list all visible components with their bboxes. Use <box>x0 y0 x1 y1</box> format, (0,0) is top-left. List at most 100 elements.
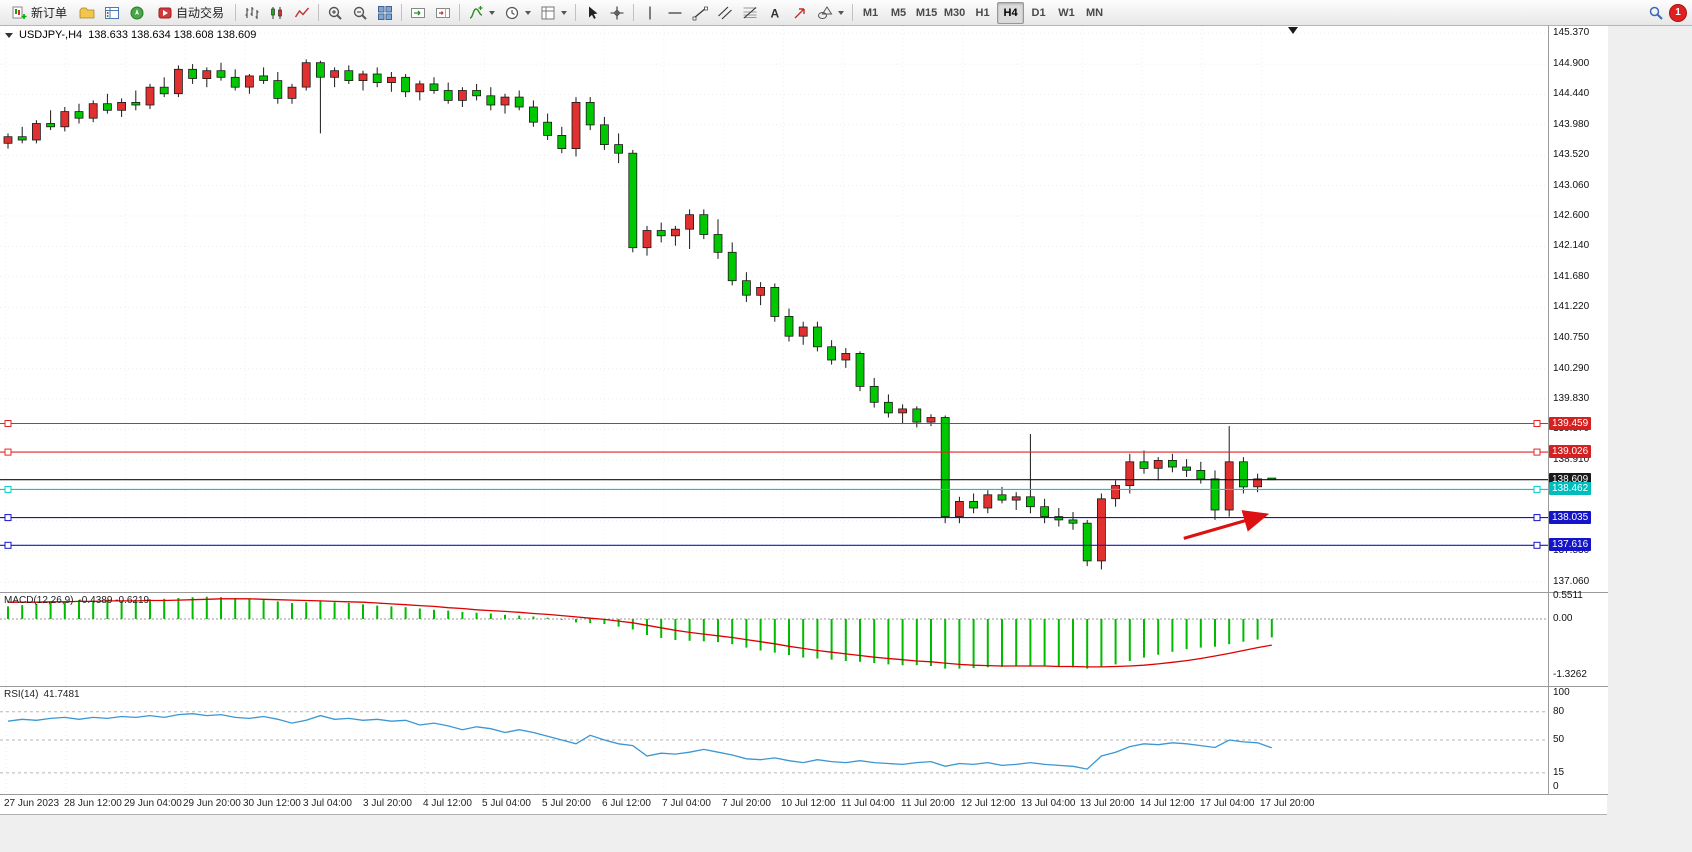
price-badge-139.459: 139.459 <box>1549 417 1592 430</box>
text-button[interactable]: A <box>763 2 787 24</box>
macd-chart <box>0 593 1548 686</box>
time-axis-label: 10 Jul 12:00 <box>781 798 836 809</box>
periods-button[interactable] <box>500 2 535 24</box>
tile-windows-button[interactable] <box>373 2 397 24</box>
time-axis-label: 5 Jul 04:00 <box>482 798 531 809</box>
price-axis-label: 140.750 <box>1553 332 1590 343</box>
equidistant-channel-icon <box>717 5 733 21</box>
hline-138.035[interactable] <box>0 514 1548 522</box>
price-axis-label: 145.370 <box>1553 27 1590 38</box>
candlestick-chart-button[interactable] <box>265 2 289 24</box>
trendline-button[interactable] <box>688 2 712 24</box>
auto-scroll-icon <box>410 5 426 21</box>
line-chart-button[interactable] <box>290 2 314 24</box>
hline-137.616[interactable] <box>0 541 1548 549</box>
price-axis-label: 144.900 <box>1553 58 1590 69</box>
timeframe-h1[interactable]: H1 <box>969 2 996 24</box>
bar-chart-button[interactable] <box>240 2 264 24</box>
price-axis-label: 141.680 <box>1553 271 1590 282</box>
hline-139.459[interactable] <box>0 420 1548 427</box>
trendline-icon <box>692 5 708 21</box>
panel-separator <box>1549 592 1608 593</box>
shapes-button[interactable] <box>813 2 848 24</box>
rsi-axis-label: 0 <box>1553 781 1559 792</box>
one-click-trading-icon[interactable] <box>5 32 13 38</box>
hline-139.026[interactable] <box>0 448 1548 456</box>
toolbar-separator <box>235 4 237 21</box>
macd-axis-label: 0.00 <box>1553 613 1573 624</box>
hline-138.462[interactable] <box>0 485 1548 493</box>
autotrade-button[interactable]: 自动交易 <box>150 2 231 24</box>
time-axis-label: 11 Jul 20:00 <box>901 798 955 809</box>
time-axis-label: 6 Jul 12:00 <box>602 798 651 809</box>
price-axis-label: 142.140 <box>1553 240 1590 251</box>
price-axis-label: 139.830 <box>1553 393 1590 404</box>
time-axis-label: 28 Jun 12:00 <box>64 798 122 809</box>
price-axis-label: 143.520 <box>1553 149 1590 160</box>
horizontal-line-button[interactable] <box>663 2 687 24</box>
market-watch-button[interactable] <box>100 2 124 24</box>
timeframe-d1[interactable]: D1 <box>1025 2 1052 24</box>
toolbar-separator <box>459 4 461 21</box>
crosshair-button[interactable] <box>605 2 629 24</box>
main-chart-panel[interactable]: USDJPY-,H4 138.633 138.634 138.608 138.6… <box>0 26 1548 593</box>
toolbar-separator <box>852 4 854 21</box>
candles-series <box>3 59 1277 570</box>
chart-workspace: USDJPY-,H4 138.633 138.634 138.608 138.6… <box>0 26 1692 852</box>
cursor-button[interactable] <box>580 2 604 24</box>
toolbar-separator <box>633 4 635 21</box>
timeframe-w1[interactable]: W1 <box>1053 2 1080 24</box>
clock-icon <box>504 5 520 21</box>
price-axis-label: 141.220 <box>1553 301 1590 312</box>
profiles-button[interactable] <box>75 2 99 24</box>
auto-scroll-button[interactable] <box>406 2 430 24</box>
time-axis-label: 3 Jul 20:00 <box>363 798 412 809</box>
time-axis-label: 12 Jul 12:00 <box>961 798 1016 809</box>
search-button[interactable] <box>1644 2 1668 24</box>
search-icon <box>1648 5 1664 21</box>
new-order-button[interactable]: 新订单 <box>5 2 74 24</box>
templates-button[interactable] <box>536 2 571 24</box>
text-icon: A <box>767 5 783 21</box>
trend-arrow[interactable] <box>1183 510 1270 540</box>
rsi-value: 41.7481 <box>43 689 80 700</box>
chart-shift-marker[interactable] <box>1288 27 1298 34</box>
time-axis-label: 3 Jul 04:00 <box>303 798 352 809</box>
notification-badge[interactable]: 1 <box>1669 3 1687 22</box>
fibonacci-button[interactable] <box>738 2 762 24</box>
timeframe-mn[interactable]: MN <box>1081 2 1108 24</box>
vertical-line-button[interactable] <box>638 2 662 24</box>
new-order-label: 新订单 <box>31 6 68 20</box>
time-axis-label: 14 Jul 12:00 <box>1140 798 1195 809</box>
rsi-panel[interactable]: RSI(14) 41.7481 <box>0 687 1548 795</box>
macd-axis-label: 0.5511 <box>1553 590 1583 601</box>
autotrade-icon <box>157 5 173 21</box>
price-axis-label: 138.910 <box>1553 454 1590 465</box>
timeframe-m15[interactable]: M15 <box>913 2 940 24</box>
market-watch-icon <box>104 5 120 21</box>
arrow-label-button[interactable] <box>788 2 812 24</box>
toolbar-separator <box>318 4 320 21</box>
time-axis-label: 11 Jul 04:00 <box>841 798 895 809</box>
macd-panel[interactable]: MACD(12,26,9) -0.4389 -0.6219 <box>0 593 1548 687</box>
indicators-icon <box>468 5 484 21</box>
macd-axis-label: -1.3262 <box>1553 669 1587 680</box>
navigator-button[interactable] <box>125 2 149 24</box>
time-axis-label: 5 Jul 20:00 <box>542 798 591 809</box>
zoom-in-button[interactable] <box>323 2 347 24</box>
timeframe-m30[interactable]: M30 <box>941 2 968 24</box>
timeframe-m1[interactable]: M1 <box>857 2 884 24</box>
time-axis-label: 17 Jul 04:00 <box>1200 798 1255 809</box>
time-axis-label: 13 Jul 20:00 <box>1080 798 1135 809</box>
arrow-label-icon <box>792 5 808 21</box>
indicators-button[interactable] <box>464 2 499 24</box>
chart-shift-button[interactable] <box>431 2 455 24</box>
timeframe-m5[interactable]: M5 <box>885 2 912 24</box>
zoom-out-button[interactable] <box>348 2 372 24</box>
channel-button[interactable] <box>713 2 737 24</box>
time-axis-label: 13 Jul 04:00 <box>1021 798 1076 809</box>
price-axis[interactable]: 145.370 144.900 144.440 143.980 143.520 143.0… <box>1548 26 1608 795</box>
time-axis[interactable]: 27 Jun 2023 28 Jun 12:00 29 Jun 04:00 29 Ju… <box>0 795 1607 815</box>
horizontal-line-icon <box>667 5 683 21</box>
timeframe-h4[interactable]: H4 <box>997 1 1025 24</box>
